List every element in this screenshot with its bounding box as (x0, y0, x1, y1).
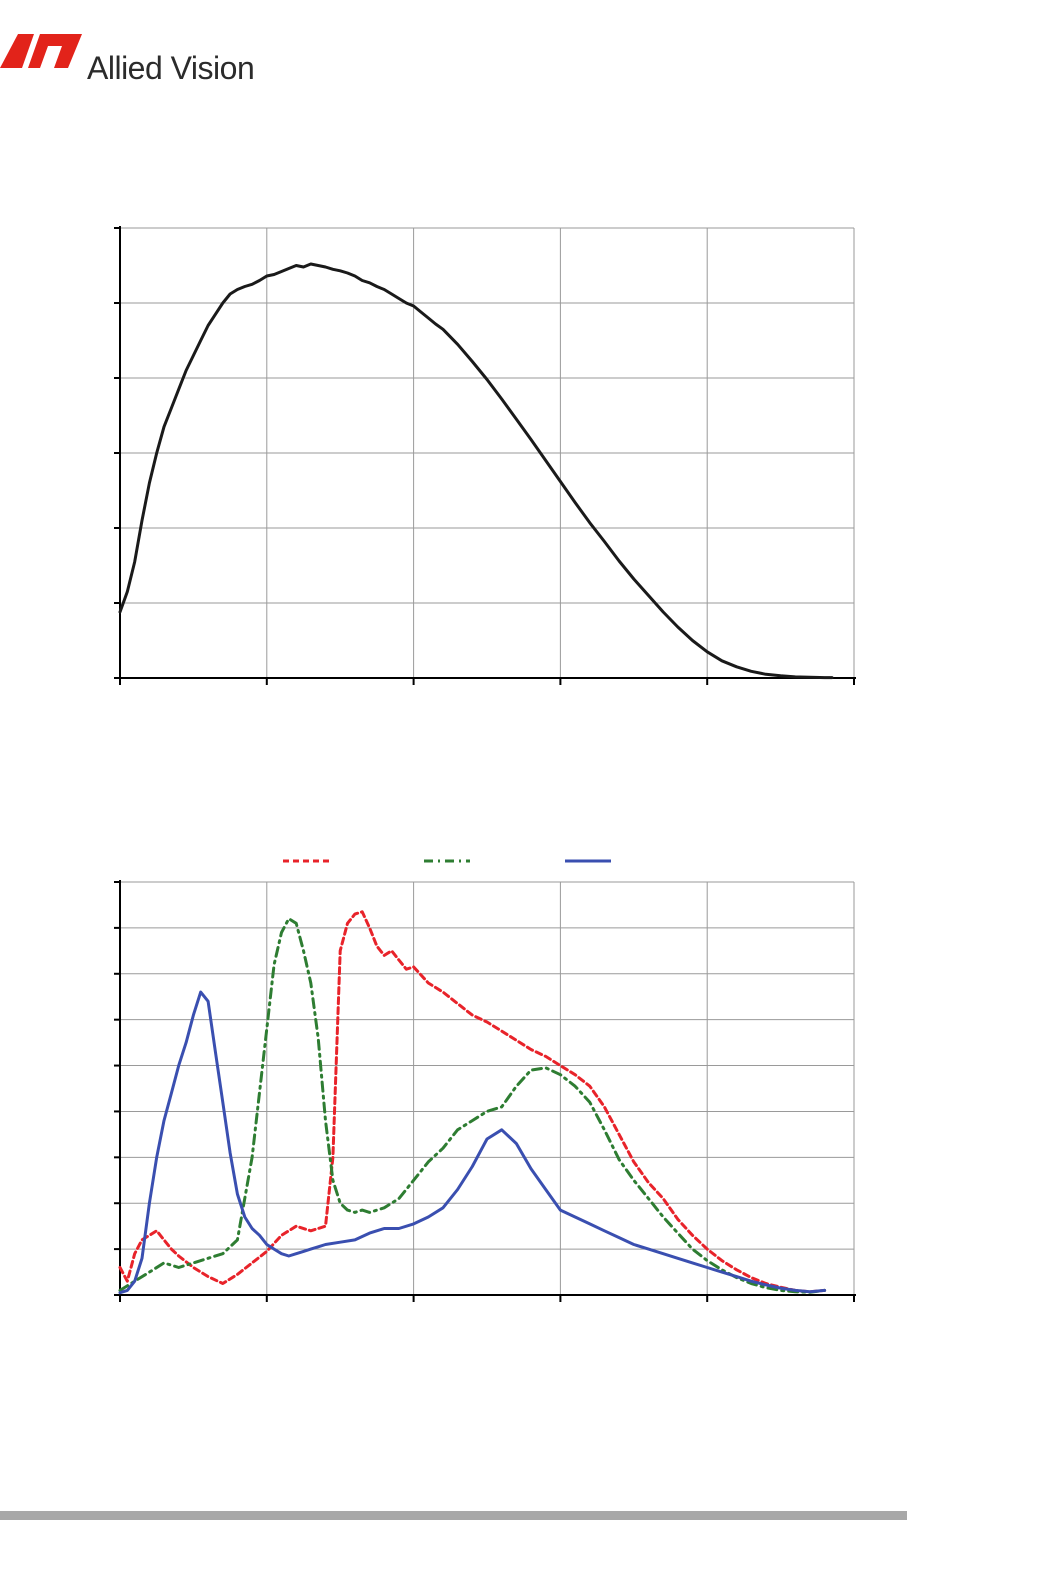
series-line-3 (118, 990, 827, 1295)
series-line-1 (118, 910, 827, 1294)
allied-vision-logo-icon (0, 34, 82, 68)
brand-logo: Allied Vision (0, 20, 320, 86)
logo-mark-left (0, 34, 34, 68)
logo-mark-right (28, 34, 82, 68)
chart-2 (114, 859, 856, 1302)
brand-name: Allied Vision (87, 50, 255, 86)
footer-divider (0, 1511, 907, 1520)
series-line-2 (118, 917, 827, 1294)
series-line-1 (118, 262, 834, 680)
chart-1 (114, 226, 856, 685)
